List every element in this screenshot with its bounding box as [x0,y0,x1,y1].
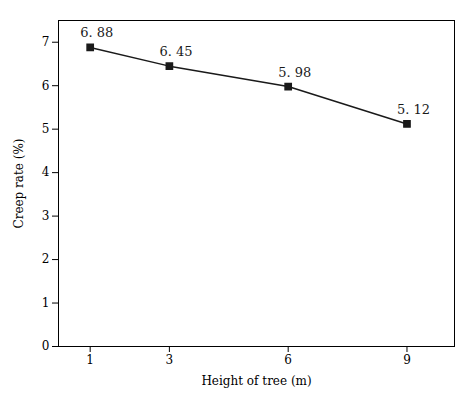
svg-text:4: 4 [42,165,50,179]
svg-text:7: 7 [42,35,50,49]
svg-text:9: 9 [403,353,411,367]
svg-text:2: 2 [42,252,50,266]
svg-text:6. 88: 6. 88 [80,25,113,40]
svg-text:5. 12: 5. 12 [397,102,430,117]
svg-text:6: 6 [284,353,292,367]
svg-text:6. 45: 6. 45 [159,44,192,59]
svg-text:0: 0 [42,339,50,353]
svg-text:3: 3 [42,209,50,223]
svg-text:6: 6 [42,79,50,93]
svg-text:Creep rate (%): Creep rate (%) [12,138,26,228]
svg-text:5. 98: 5. 98 [278,65,311,80]
svg-text:3: 3 [166,353,174,367]
svg-text:1: 1 [86,353,94,367]
svg-text:Height of tree (m): Height of tree (m) [201,374,311,388]
svg-text:1: 1 [42,296,50,310]
svg-text:5: 5 [42,122,50,136]
